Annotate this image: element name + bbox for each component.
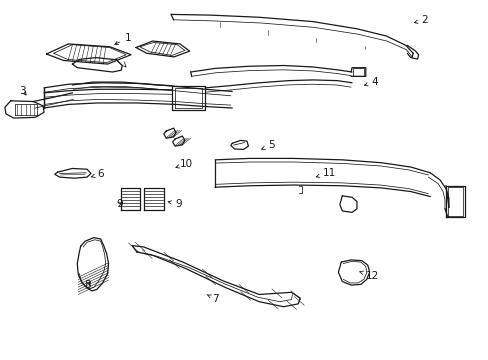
Text: 11: 11 — [316, 168, 335, 178]
Text: 8: 8 — [84, 280, 91, 290]
Text: 6: 6 — [91, 169, 103, 179]
Text: 12: 12 — [359, 271, 378, 281]
Text: 5: 5 — [261, 140, 274, 150]
Text: 10: 10 — [176, 159, 193, 169]
Text: 2: 2 — [413, 15, 427, 25]
Text: 3: 3 — [20, 86, 26, 96]
Text: 9: 9 — [116, 199, 123, 209]
Text: 4: 4 — [364, 77, 378, 87]
Text: 1: 1 — [115, 33, 131, 44]
Text: 9: 9 — [168, 199, 182, 209]
Text: 7: 7 — [206, 294, 219, 304]
